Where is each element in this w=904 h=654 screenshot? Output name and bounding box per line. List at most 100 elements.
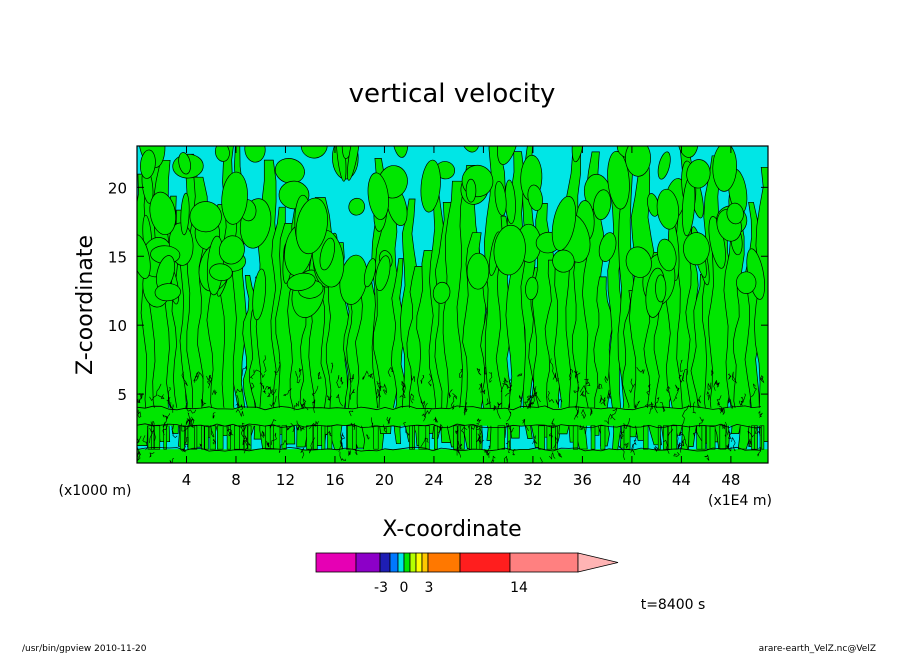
colorbar-ticks: -3 0 3 14	[374, 580, 528, 596]
contour-line	[249, 369, 255, 379]
contour-line	[327, 394, 332, 402]
contour-line	[451, 397, 455, 410]
contour-line	[455, 429, 459, 435]
contour-line	[212, 412, 216, 419]
contour-line	[410, 393, 415, 404]
contour-line	[476, 418, 482, 423]
contour-line	[486, 445, 491, 455]
contour-line	[597, 383, 603, 390]
contour-line	[731, 437, 736, 452]
x-axis: 4 8 12 16 20 24 28 32 36 40 44 48	[182, 146, 740, 489]
contour-line	[336, 374, 342, 388]
contour-line	[307, 437, 316, 454]
boundary-column	[433, 425, 438, 450]
contour-line	[349, 388, 356, 400]
contour-line	[555, 398, 563, 406]
boundary-column	[657, 425, 661, 450]
low-level-layer	[137, 407, 768, 426]
positive-cell	[300, 146, 328, 159]
contour-line	[740, 393, 746, 406]
positive-cell	[708, 216, 726, 269]
boundary-column	[204, 425, 209, 450]
positive-cell	[726, 202, 744, 225]
contour-line	[149, 429, 155, 444]
contour-line	[604, 371, 610, 384]
contour-line	[211, 389, 218, 395]
contour-line	[678, 438, 685, 448]
positive-cell	[527, 184, 543, 211]
contour-line	[401, 380, 405, 388]
contour-line	[348, 450, 351, 457]
contour-line	[488, 371, 493, 384]
positive-cell	[459, 146, 480, 153]
contour-line	[607, 389, 612, 399]
contour-line	[663, 439, 670, 454]
contour-line	[716, 395, 722, 406]
contour-line	[452, 393, 457, 400]
contour-line	[575, 372, 581, 383]
boundary-column	[761, 425, 765, 450]
contour-line	[382, 387, 387, 395]
boundary-column	[709, 425, 716, 450]
contour-line	[547, 390, 555, 403]
positive-cell	[551, 195, 577, 251]
contour-line	[573, 386, 580, 394]
y-tick-label: 15	[108, 248, 127, 266]
contour-line	[692, 401, 697, 414]
contour-line	[149, 427, 156, 441]
positive-cell	[218, 235, 245, 265]
contour-line	[259, 381, 265, 390]
contour-line	[726, 444, 732, 452]
positive-cell	[686, 159, 711, 189]
contour-line	[728, 398, 734, 410]
contour-line	[649, 401, 654, 415]
contour-line	[399, 392, 406, 399]
contour-line	[610, 407, 618, 420]
positive-cell	[465, 178, 477, 203]
y-axis-label: Z-coordinate	[73, 235, 98, 375]
boundary-column	[179, 425, 185, 450]
boundary-column	[459, 425, 465, 450]
boundary-column	[306, 425, 314, 450]
positive-cell	[432, 281, 451, 304]
contour-line	[200, 398, 207, 407]
contour-line	[680, 440, 685, 453]
positive-cell	[493, 224, 526, 276]
contour-line	[228, 429, 234, 437]
boundary-column	[538, 425, 545, 450]
contour-line	[181, 371, 188, 386]
boundary-column	[321, 425, 326, 450]
footer-right: arare-earth_VelZ.nc@VelZ	[759, 644, 876, 654]
contour-line	[504, 377, 509, 389]
contour-line	[438, 423, 443, 434]
contour-line	[477, 433, 484, 445]
positive-cell	[189, 201, 222, 233]
contour-line	[526, 387, 535, 399]
boundary-column	[546, 425, 552, 450]
contour-line	[403, 422, 410, 437]
contour-line	[298, 367, 303, 378]
contour-line	[666, 385, 671, 393]
x-tick-label: 40	[622, 471, 641, 489]
boundary-column	[347, 425, 353, 450]
contour-line	[493, 405, 497, 412]
colorbar-swatch	[315, 552, 357, 573]
contour-line	[278, 439, 288, 453]
contour-line	[227, 426, 233, 437]
contour-line	[604, 413, 616, 425]
positive-cell	[657, 238, 677, 272]
contour-line	[167, 386, 171, 401]
colorbar	[315, 552, 619, 573]
contour-line	[681, 368, 688, 382]
contour-line	[590, 407, 593, 416]
time-label: t=8400 s	[641, 597, 706, 613]
contour-line	[623, 442, 629, 449]
layer-contour	[137, 446, 762, 452]
boundary-column	[154, 425, 161, 450]
positive-cell	[178, 152, 191, 175]
contour-line	[554, 372, 559, 383]
contour-line	[699, 416, 704, 428]
contour-line	[295, 370, 301, 384]
positive-cell	[625, 246, 652, 278]
positive-cell	[252, 268, 267, 321]
